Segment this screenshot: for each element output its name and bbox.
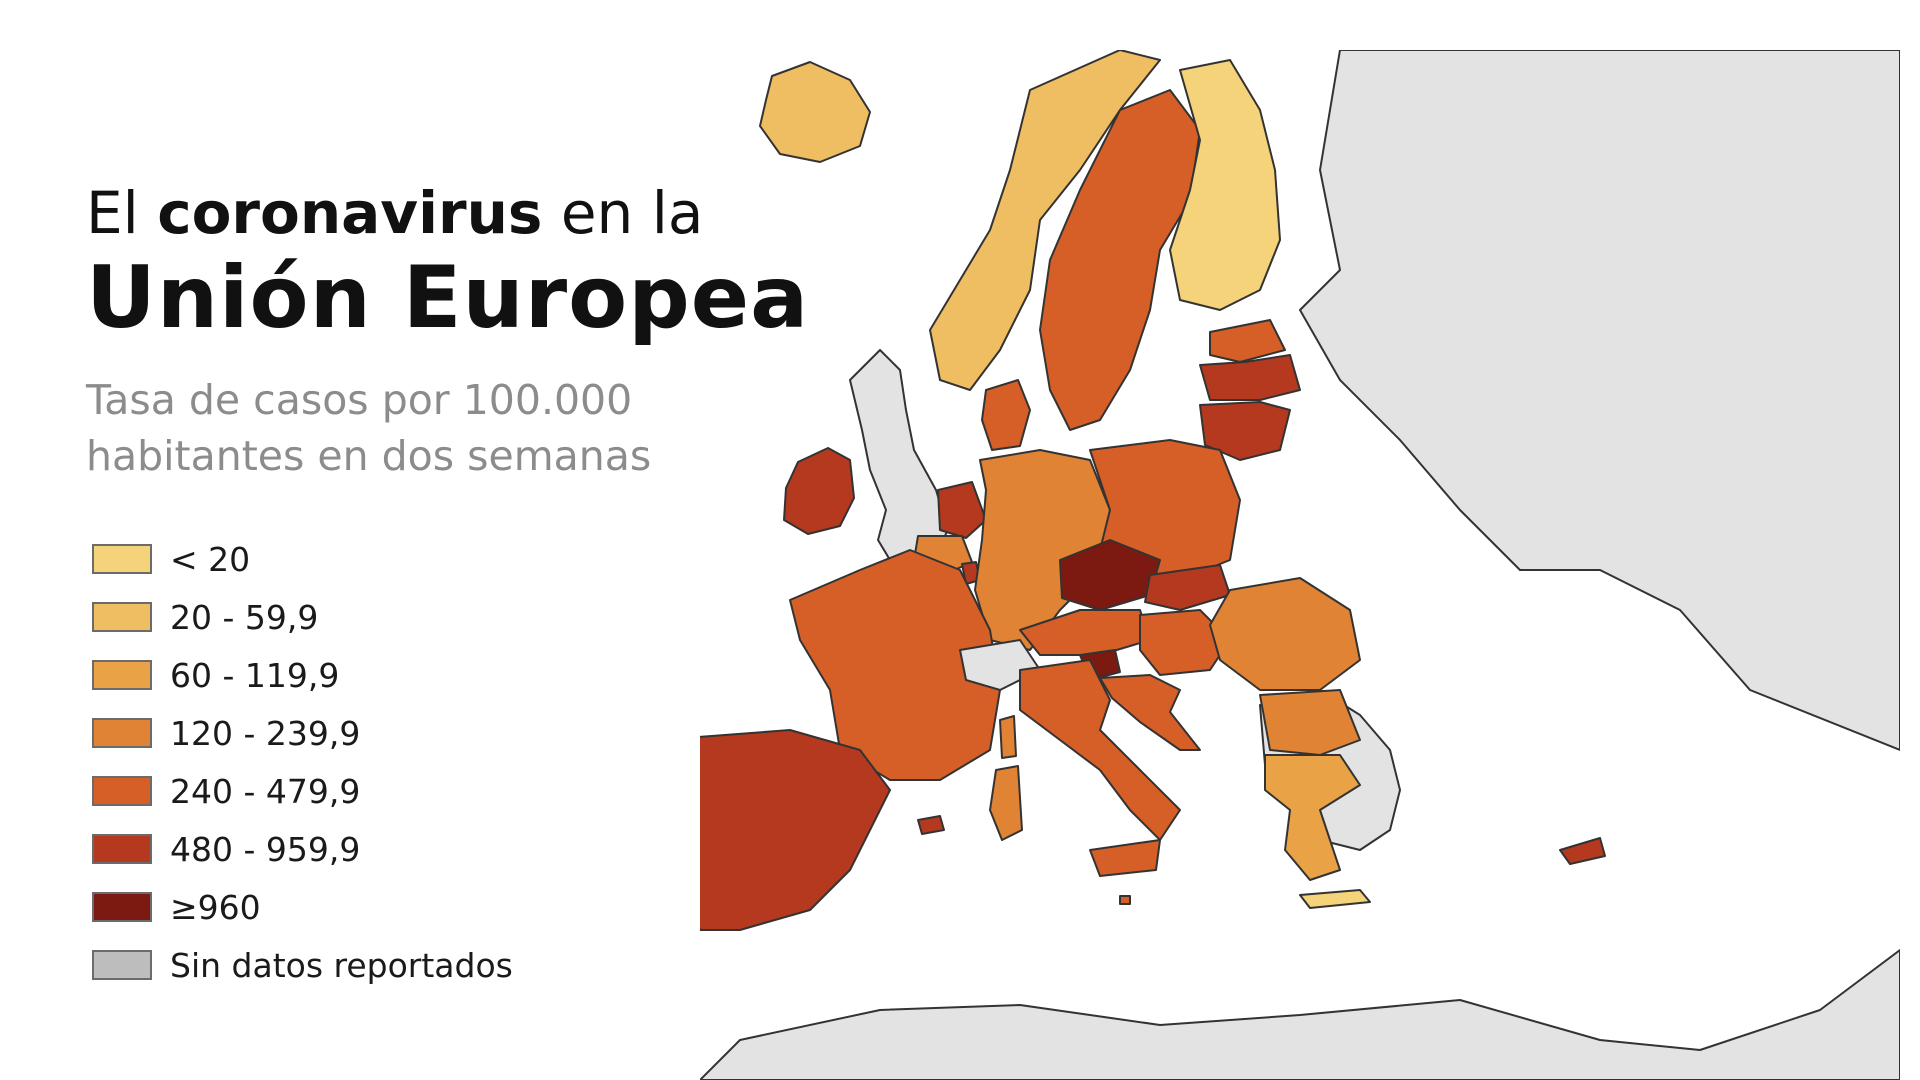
legend-swatch: [92, 776, 152, 806]
legend-swatch: [92, 718, 152, 748]
map-region-sardinia: [989, 765, 1023, 841]
map-region-crete: [1299, 889, 1371, 909]
legend: < 20 20 - 59,9 60 - 119,9 120 - 239,9 24…: [92, 530, 513, 994]
map-region-finland: [1169, 59, 1281, 311]
title-prefix: El: [86, 179, 158, 247]
map-region-corsica: [999, 715, 1017, 759]
map-region-italy: [1019, 659, 1181, 841]
legend-label: ≥960: [170, 887, 261, 927]
legend-swatch: [92, 660, 152, 690]
legend-swatch: [92, 602, 152, 632]
legend-item: Sin datos reportados: [92, 936, 513, 994]
legend-swatch: [92, 892, 152, 922]
title-bold: coronavirus: [157, 179, 543, 247]
map-region-cyprus: [1559, 837, 1606, 865]
title-block: El coronavirus en la Unión Europea: [86, 178, 809, 348]
legend-label: 20 - 59,9: [170, 597, 319, 637]
map-region-iceland: [759, 61, 871, 163]
subtitle-line2: habitantes en dos semanas: [86, 432, 652, 480]
map-region-latvia: [1199, 354, 1301, 401]
map-region-romania: [1209, 577, 1361, 691]
subtitle-line1: Tasa de casos por 100.000: [86, 376, 633, 424]
title-suffix: en la: [542, 179, 704, 247]
legend-label: 240 - 479,9: [170, 771, 361, 811]
legend-label: 480 - 959,9: [170, 829, 361, 869]
map-region-sicily: [1089, 839, 1161, 877]
legend-swatch: [92, 950, 152, 980]
map-region-netherlands: [937, 481, 987, 539]
map-region-estonia: [1209, 319, 1286, 363]
map-region-north-africa: [700, 949, 1900, 1080]
map-region-croatia: [1099, 674, 1201, 751]
map-region-lithuania: [1199, 401, 1291, 461]
map-region-denmark: [981, 379, 1031, 451]
legend-item: ≥960: [92, 878, 513, 936]
map-region-slovakia: [1144, 564, 1231, 611]
legend-swatch: [92, 544, 152, 574]
legend-item: 480 - 959,9: [92, 820, 513, 878]
legend-label: 60 - 119,9: [170, 655, 340, 695]
map-region-russia-north-east: [1299, 50, 1900, 751]
map-region-france: [789, 549, 1001, 781]
map-region-greece: [1264, 754, 1361, 881]
europe-map: [700, 50, 1900, 1080]
legend-item: 20 - 59,9: [92, 588, 513, 646]
map-region-bulgaria: [1259, 689, 1361, 756]
title-line1: El coronavirus en la: [86, 178, 809, 248]
map-region-spain: [700, 729, 891, 931]
legend-label: 120 - 239,9: [170, 713, 361, 753]
map-region-sweden: [1039, 89, 1201, 431]
legend-item: 120 - 239,9: [92, 704, 513, 762]
legend-item: < 20: [92, 530, 513, 588]
legend-item: 60 - 119,9: [92, 646, 513, 704]
legend-swatch: [92, 834, 152, 864]
map-region-balearic-islands: [917, 815, 945, 835]
subtitle: Tasa de casos por 100.000 habitantes en …: [86, 372, 706, 484]
legend-label: Sin datos reportados: [170, 945, 513, 985]
map-region-ireland: [783, 447, 855, 535]
map-region-hungary: [1139, 609, 1231, 676]
map-region-malta: [1119, 895, 1131, 905]
legend-item: 240 - 479,9: [92, 762, 513, 820]
map-region-norway: [929, 50, 1161, 391]
title-line2: Unión Europea: [86, 248, 810, 348]
europe-map-svg: [700, 50, 1900, 1080]
legend-label: < 20: [170, 539, 251, 579]
